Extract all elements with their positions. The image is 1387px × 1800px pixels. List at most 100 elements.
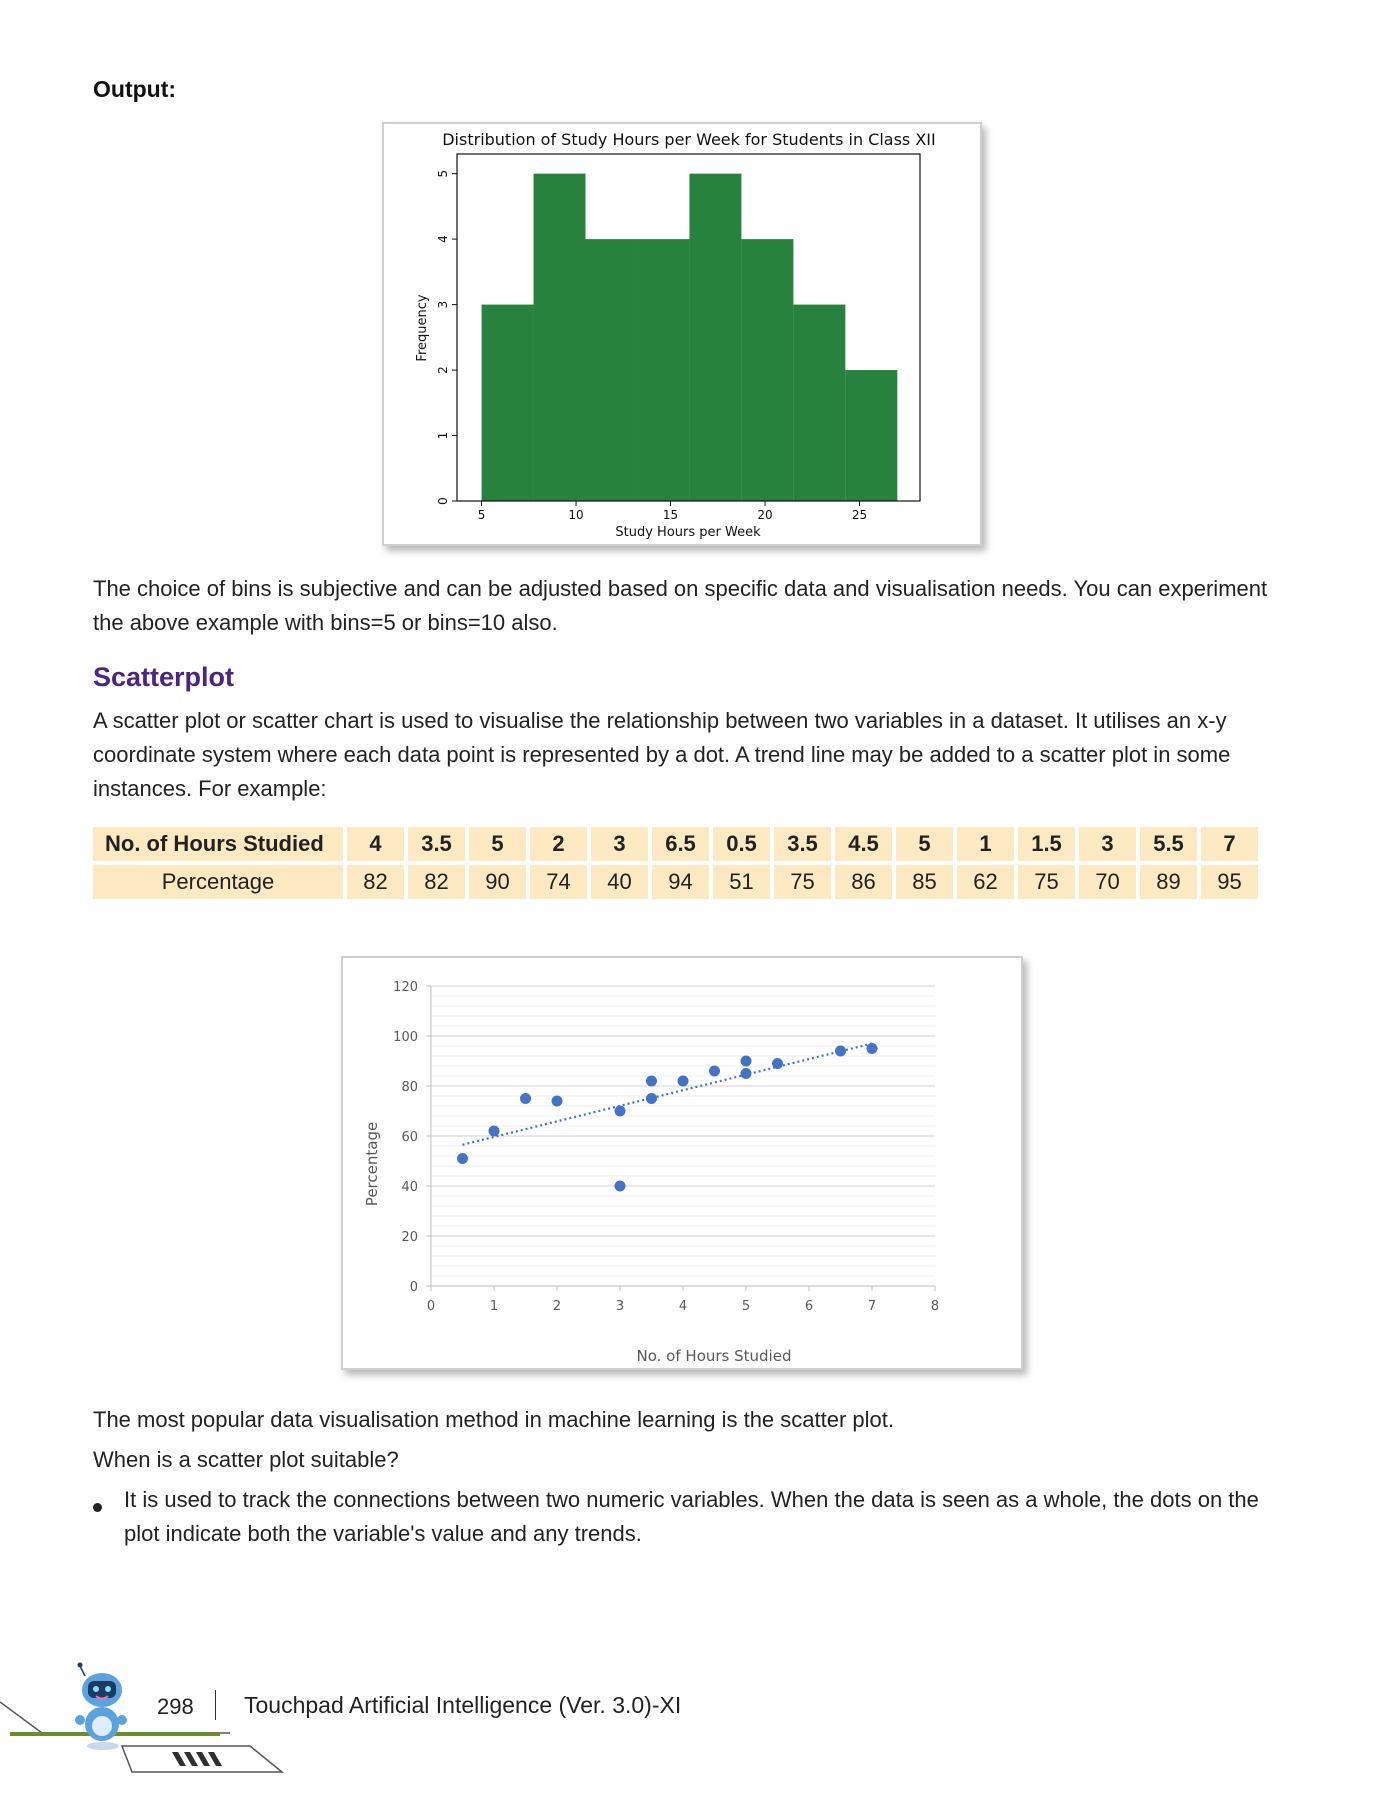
book-title: Touchpad Artificial Intelligence (Ver. 3… xyxy=(244,1692,682,1718)
histogram-bar xyxy=(741,239,794,501)
scatter-point xyxy=(646,1075,657,1087)
percentage-cell: 40 xyxy=(591,865,648,899)
scatter-point xyxy=(866,1043,878,1054)
scatter-xtick-label: 4 xyxy=(679,1299,687,1314)
hours-cell: 5 xyxy=(896,827,953,861)
bins-paragraph: The choice of bins is subjective and can… xyxy=(93,572,1293,640)
scatter-point xyxy=(614,1105,626,1117)
scatter-point xyxy=(551,1095,563,1107)
bullet-item: It is used to track the connections betw… xyxy=(124,1483,1294,1551)
histogram-ytick-label: 5 xyxy=(436,170,450,178)
scatter-ytick-label: 60 xyxy=(401,1130,418,1145)
scatter-point xyxy=(835,1045,846,1057)
scatter-ylabel: Percentage xyxy=(363,1122,381,1206)
percentage-cell: 51 xyxy=(713,865,770,899)
scatter-ytick-label: 20 xyxy=(401,1230,418,1245)
output-label: Output: xyxy=(93,76,177,102)
scatter-intro-line: A scatter plot or scatter chart is used … xyxy=(93,708,1227,733)
histogram-ytick-label: 2 xyxy=(436,366,450,374)
hours-cell: 6.5 xyxy=(652,827,709,861)
histogram-xlabel: Study Hours per Week xyxy=(615,525,761,540)
histogram-chart: Distribution of Study Hours per Week for… xyxy=(415,130,936,540)
histogram-ytick-label: 0 xyxy=(436,497,450,505)
percentage-cell: 75 xyxy=(774,865,831,899)
scatter-ytick-label: 0 xyxy=(410,1280,418,1295)
scatter-point xyxy=(772,1058,783,1069)
histogram-bar xyxy=(585,239,638,501)
percentage-row-header: Percentage xyxy=(93,865,343,899)
footer-stripes xyxy=(172,1752,222,1766)
page-number: 298 xyxy=(157,1694,194,1719)
scatter-xlabel: No. of Hours Studied xyxy=(637,1347,792,1365)
hours-cell: 3.5 xyxy=(774,827,831,861)
bullet-line: It is used to track the connections betw… xyxy=(124,1487,1259,1512)
scatter-ytick-label: 40 xyxy=(401,1180,418,1195)
percentage-cell: 89 xyxy=(1140,865,1197,899)
scatter-point xyxy=(677,1075,689,1087)
scatter-point xyxy=(488,1125,500,1137)
scatter-ytick-label: 120 xyxy=(393,980,418,995)
histogram-ytick-label: 1 xyxy=(436,432,450,440)
scatter-xtick-label: 0 xyxy=(427,1299,435,1314)
suitable-question: When is a scatter plot suitable? xyxy=(93,1447,399,1472)
scatter-xtick-label: 3 xyxy=(616,1299,624,1314)
percentage-cell: 62 xyxy=(957,865,1014,899)
hours-cell: 7 xyxy=(1201,827,1258,861)
hours-cell: 2 xyxy=(530,827,587,861)
histogram-figure: Distribution of Study Hours per Week for… xyxy=(382,122,982,546)
hours-cell: 3.5 xyxy=(408,827,465,861)
footer-decoration xyxy=(0,1662,285,1773)
scatter-point xyxy=(614,1180,626,1192)
histogram-bar xyxy=(481,304,534,501)
scatter-chart: 0 20 40 60 80 100 120 0 1 2 3 4 5 6 7 8 No. of Hours St… xyxy=(363,980,939,1365)
footer-separator xyxy=(215,1690,216,1720)
histogram-bar xyxy=(793,304,846,501)
histogram-ytick-label: 4 xyxy=(436,235,450,243)
percentage-cell: 85 xyxy=(896,865,953,899)
scatter-xtick-label: 7 xyxy=(868,1299,876,1314)
percentage-cell: 82 xyxy=(408,865,465,899)
scatter-xtick-label: 6 xyxy=(805,1299,813,1314)
hours-cell: 4 xyxy=(347,827,404,861)
histogram-bar xyxy=(533,173,586,501)
hours-cell: 3 xyxy=(591,827,648,861)
scatter-ytick-label: 80 xyxy=(401,1080,418,1095)
histogram-plot-area xyxy=(456,153,921,502)
scatter-xtick-label: 1 xyxy=(490,1299,498,1314)
hours-cell: 1.5 xyxy=(1018,827,1075,861)
percentage-cell: 95 xyxy=(1201,865,1258,899)
histogram-bar xyxy=(689,173,742,501)
histogram-xtick-label: 15 xyxy=(663,508,678,522)
percentage-cell: 90 xyxy=(469,865,526,899)
hours-cell: 5.5 xyxy=(1140,827,1197,861)
histogram-ylabel: Frequency xyxy=(415,294,430,361)
percentage-cell: 86 xyxy=(835,865,892,899)
scatter-ytick-label: 100 xyxy=(393,1030,418,1045)
scatter-point xyxy=(646,1093,657,1104)
histogram-xtick-label: 20 xyxy=(757,508,772,522)
scatter-point xyxy=(457,1153,468,1164)
scatter-figure: 0 20 40 60 80 100 120 0 1 2 3 4 5 6 7 8 No. of Hours St… xyxy=(341,956,1023,1370)
scatter-xtick-label: 5 xyxy=(742,1299,750,1314)
hours-cell: 4.5 xyxy=(835,827,892,861)
study-data-table: No. of Hours Studied 4 3.5 5 2 3 6.5 0.5 3.5 4.5… xyxy=(89,823,1262,903)
percentage-cell: 75 xyxy=(1018,865,1075,899)
percentage-cell: 70 xyxy=(1079,865,1136,899)
scatter-intro-paragraph: A scatter plot or scatter chart is used … xyxy=(93,704,1293,806)
ml-paragraph: The most popular data visualisation meth… xyxy=(93,1407,894,1432)
bullet-line: plot indicate both the variable's value … xyxy=(124,1521,642,1546)
histogram-xtick-label: 5 xyxy=(478,508,486,522)
scatterplot-heading: Scatterplot xyxy=(93,662,235,692)
table-row-hours: No. of Hours Studied 4 3.5 5 2 3 6.5 0.5 3.5 4.5… xyxy=(93,827,1258,861)
percentage-cell: 94 xyxy=(652,865,709,899)
bullet-dot xyxy=(93,1503,102,1512)
hours-cell: 1 xyxy=(957,827,1014,861)
histogram-xtick-label: 10 xyxy=(568,508,583,522)
scatter-point xyxy=(740,1055,752,1067)
hours-row-header: No. of Hours Studied xyxy=(93,827,343,861)
percentage-cell: 74 xyxy=(530,865,587,899)
scatter-xtick-label: 8 xyxy=(931,1299,939,1314)
bins-paragraph-line: The choice of bins is subjective and can… xyxy=(93,576,1268,601)
histogram-ytick-label: 3 xyxy=(436,301,450,309)
scatter-xtick-label: 2 xyxy=(553,1299,561,1314)
